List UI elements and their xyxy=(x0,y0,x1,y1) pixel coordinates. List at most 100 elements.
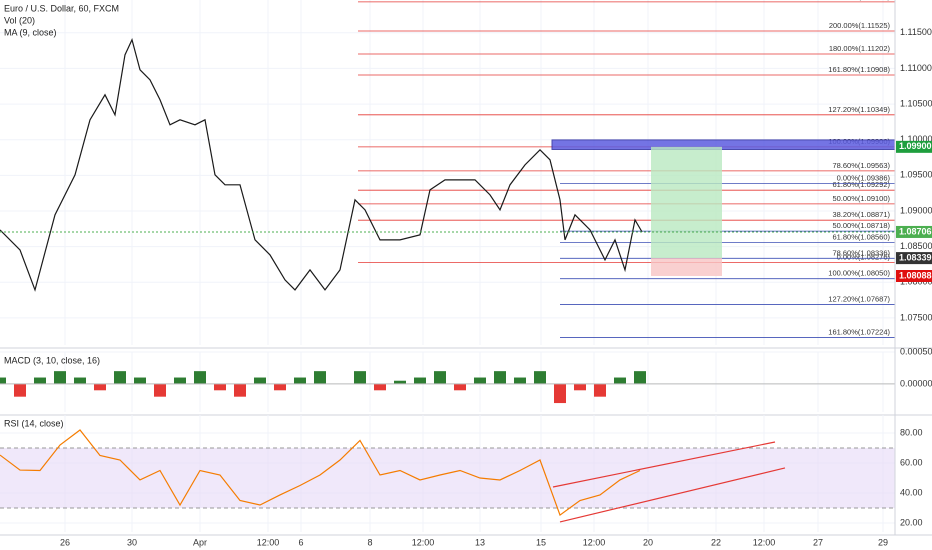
y-tick-label: 1.09500 xyxy=(900,170,932,180)
macd-bar xyxy=(234,383,246,397)
price-badge-label: 1.08706 xyxy=(899,226,932,236)
pane-title: MACD (3, 10, close, 16) xyxy=(4,355,100,365)
fib-label: 0.00%(1.09386) xyxy=(837,173,891,182)
fib-label: 38.20%(1.08871) xyxy=(832,210,890,219)
x-tick-label: 12:00 xyxy=(753,537,776,547)
price-badge-label: 1.08339 xyxy=(899,252,932,262)
fib-label: 78.60%(1.08336) xyxy=(832,248,890,257)
macd-bar xyxy=(214,383,226,391)
macd-bar xyxy=(594,383,606,397)
y-tick-label: 20.00 xyxy=(900,517,923,527)
x-tick-label: 6 xyxy=(298,537,303,547)
y-tick-label: 60.00 xyxy=(900,457,923,467)
y-tick-label: 0.00050 xyxy=(900,346,932,356)
pane-title: Euro / U.S. Dollar, 60, FXCM xyxy=(4,3,119,13)
macd-bar xyxy=(114,371,126,384)
macd-bar xyxy=(374,383,386,391)
price-badge xyxy=(896,252,932,265)
fib-label: 127.20%(1.10349) xyxy=(828,105,890,114)
y-tick-label: 40.00 xyxy=(900,487,923,497)
macd-bar xyxy=(74,377,86,384)
loss-zone xyxy=(651,258,722,276)
fib-label: 50.00%(1.08718) xyxy=(832,221,890,230)
price-badge xyxy=(896,225,932,238)
y-tick-label: 1.10500 xyxy=(900,98,932,108)
macd-bar xyxy=(354,371,366,384)
fib-label: 161.80%(1.10908) xyxy=(828,65,890,74)
x-tick-label: 12:00 xyxy=(257,537,280,547)
fib-label: 50.00%(1.09100) xyxy=(832,194,890,203)
resistance-zone xyxy=(551,139,896,150)
macd-bar xyxy=(534,371,546,384)
price-badge xyxy=(896,140,932,153)
y-tick-label: 1.11500 xyxy=(900,27,932,37)
x-tick-label: 22 xyxy=(711,537,721,547)
x-tick-label: 8 xyxy=(367,537,372,547)
x-tick-label: 30 xyxy=(127,537,137,547)
fib-label: 200.00%(1.11525) xyxy=(829,21,891,30)
macd-bar xyxy=(274,383,286,391)
fib-label: 78.60%(1.09563) xyxy=(832,161,890,170)
macd-bar xyxy=(314,371,326,384)
fib-label: 61.80%(1.08560) xyxy=(832,232,890,241)
fib-label: 127.20%(1.07687) xyxy=(828,295,890,304)
trendline xyxy=(552,441,776,488)
profit-zone xyxy=(651,146,722,259)
macd-bar xyxy=(434,371,446,384)
macd-bar xyxy=(474,377,486,384)
macd-bar xyxy=(554,383,566,404)
macd-bar xyxy=(134,377,146,384)
price-badge xyxy=(896,270,932,282)
macd-bar xyxy=(414,377,426,384)
macd-bar xyxy=(494,371,506,384)
y-tick-label: 1.07500 xyxy=(900,312,932,322)
macd-bar xyxy=(174,377,186,384)
macd-bar xyxy=(294,377,306,384)
y-tick-label: 1.09000 xyxy=(900,205,932,215)
rsi-band xyxy=(0,448,895,508)
x-tick-label: 20 xyxy=(643,537,653,547)
macd-bar xyxy=(254,377,266,384)
macd-bar xyxy=(634,371,646,384)
y-tick-label: 1.08500 xyxy=(900,241,932,251)
x-tick-label: 13 xyxy=(475,537,485,547)
macd-bar xyxy=(394,380,406,384)
y-tick-label: 80.00 xyxy=(900,427,923,437)
fib-label: 61.80%(1.09292) xyxy=(832,180,890,189)
y-tick-label: 1.10000 xyxy=(900,134,932,144)
x-tick-label: 12:00 xyxy=(412,537,435,547)
macd-bar xyxy=(94,383,106,391)
macd-bar xyxy=(194,371,206,384)
x-tick-label: 27 xyxy=(813,537,823,547)
macd-bar xyxy=(454,383,466,391)
macd-bar xyxy=(34,377,46,384)
pane-title: RSI (14, close) xyxy=(4,418,64,428)
macd-bar xyxy=(614,377,626,384)
fib-label: 180.00%(1.11202) xyxy=(829,44,891,53)
indicator-label: MA (9, close) xyxy=(4,27,57,37)
y-tick-label: 1.11000 xyxy=(900,63,932,73)
x-tick-label: Apr xyxy=(193,537,207,547)
trendline xyxy=(559,467,786,523)
x-tick-label: 15 xyxy=(536,537,546,547)
fib-label: 227.20%(1.11934) xyxy=(829,0,891,1)
price-badge-label: 1.09900 xyxy=(899,141,932,151)
fib-label: 161.80%(1.07224) xyxy=(828,328,890,337)
macd-bar xyxy=(514,377,526,384)
indicator-label: Vol (20) xyxy=(4,15,35,25)
macd-bar xyxy=(54,371,66,384)
macd-bar xyxy=(14,383,26,397)
macd-bar xyxy=(154,383,166,397)
x-tick-label: 29 xyxy=(878,537,888,547)
x-tick-label: 12:00 xyxy=(583,537,606,547)
price-line xyxy=(0,38,643,292)
price-badge-label: 1.08088 xyxy=(899,270,932,280)
x-tick-label: 26 xyxy=(60,537,70,547)
price-line xyxy=(0,429,641,517)
fib-label: 0.00%(1.08276) xyxy=(837,253,891,262)
y-tick-label: 0.00000 xyxy=(900,378,932,388)
macd-bar xyxy=(0,377,6,384)
macd-bar xyxy=(574,383,586,391)
fib-label: 100.00%(1.08050) xyxy=(828,269,890,278)
